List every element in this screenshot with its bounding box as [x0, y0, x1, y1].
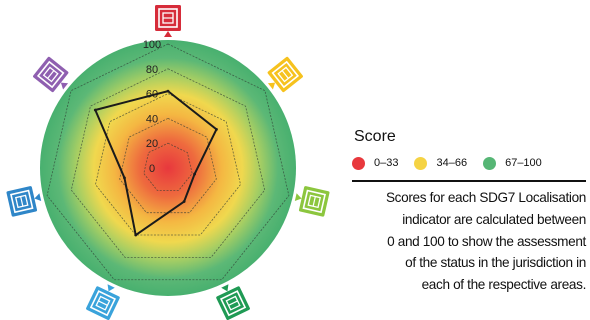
grid-ring-60: [95, 93, 241, 236]
series-point-0-3: [182, 200, 186, 203]
note-line-2: indicator are calculated between: [402, 211, 586, 227]
series-line-0: [94, 90, 218, 237]
sdg-indicator-2-icon: [267, 56, 303, 93]
note-line-3: 0 and 100 to show the assessment: [387, 233, 586, 249]
legend-label-low: 0–33: [374, 157, 399, 169]
sdg-indicator-1-icon: [155, 5, 181, 37]
series-point-0-1: [215, 127, 218, 131]
series-point-0-5: [123, 176, 126, 180]
legend-dot-high: [483, 156, 497, 170]
sdg-indicator-5-icon: [86, 284, 120, 320]
legend-dot-mid: [414, 156, 428, 170]
note-line-5: each of the respective areas.: [421, 277, 587, 293]
sdg-indicator-6-icon: [6, 186, 42, 217]
series-point-0-6: [93, 108, 97, 112]
score-gradient-disc: [40, 40, 296, 296]
series-point-0-4: [134, 233, 138, 237]
score-explanation: Scores for each SDG7 Localisation indica…: [352, 187, 586, 296]
tick-label-20: 20: [146, 138, 158, 150]
series-point-0-0: [166, 89, 170, 93]
tick-label-0: 0: [149, 163, 155, 175]
legend-label-high: 67–100: [505, 157, 542, 169]
legend-panel: Score 0–33 34–66 67–100 Scores for each …: [352, 128, 588, 296]
series-layer: [93, 89, 218, 237]
legend-item-high: 67–100: [483, 156, 542, 170]
tick-label-40: 40: [146, 113, 158, 125]
series-point-0-2: [193, 172, 196, 176]
sdg-indicator-4-icon: [216, 284, 250, 320]
sdg-indicator-7-icon: [33, 56, 69, 93]
grid-ring-80: [70, 68, 266, 258]
legend-item-mid: 34–66: [414, 156, 468, 170]
legend-divider: [352, 180, 586, 182]
sdg-indicator-3-icon: [294, 186, 330, 217]
tick-label-80: 80: [146, 64, 158, 76]
indicator-icons: [6, 5, 330, 320]
tick-label-100: 100: [143, 39, 161, 51]
legend-label-mid: 34–66: [436, 157, 468, 169]
note-line-4: of the status in the jurisdiction in: [405, 255, 586, 271]
legend-title: Score: [354, 128, 396, 145]
note-line-1: Scores for each SDG7 Localisation: [385, 190, 586, 205]
legend-dot-low: [352, 156, 365, 170]
legend-row: 0–33 34–66 67–100: [352, 154, 588, 172]
grid-ring-20: [143, 142, 193, 191]
legend-item-low: 0–33: [352, 156, 399, 170]
